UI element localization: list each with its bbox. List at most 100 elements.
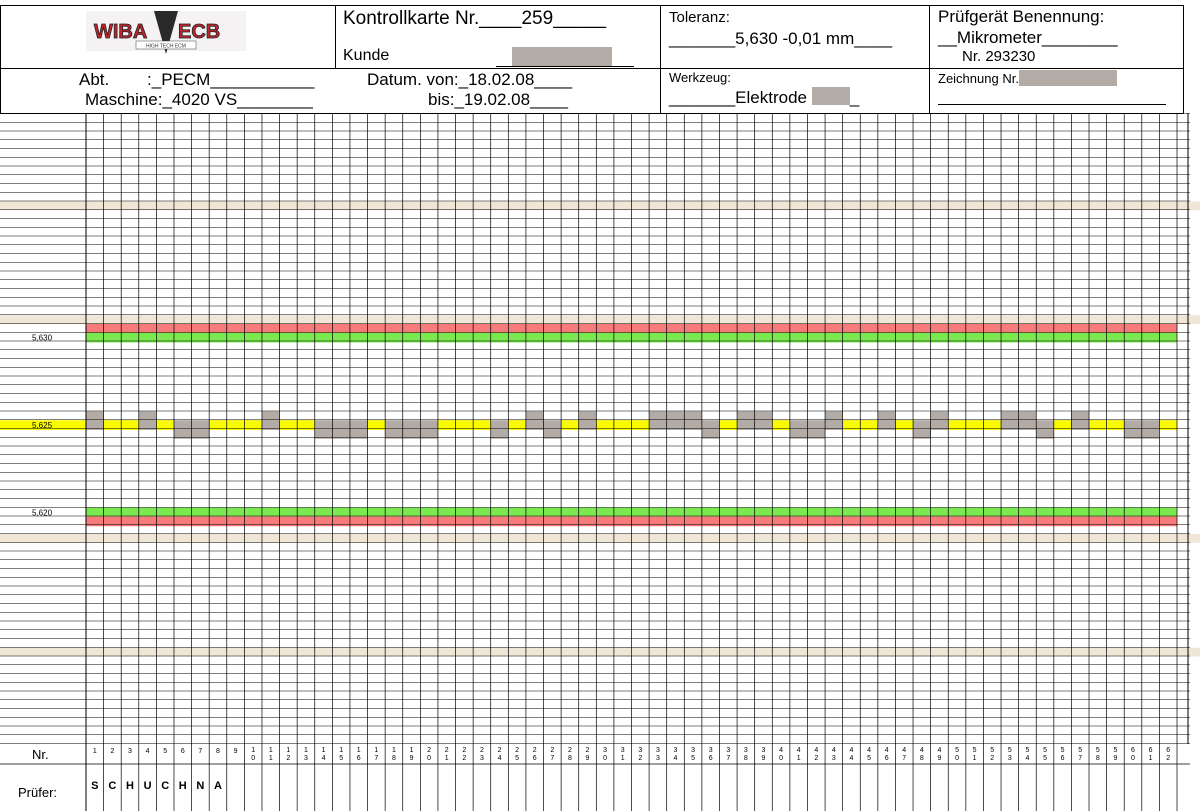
column-number-50: 5 (955, 747, 959, 754)
pruefer-letter: U (144, 780, 152, 792)
data-point-43 (825, 411, 843, 422)
pruefer-letter: C (108, 780, 116, 792)
pruefgeraet-name: __Mikrometer________ (938, 28, 1118, 47)
column-number-15: 1 (339, 747, 343, 754)
column-number-51: 5 (973, 747, 977, 754)
data-point-58 (1089, 420, 1107, 430)
data-point-11 (261, 411, 280, 422)
data-point-1 (86, 411, 104, 422)
data-point-20 (420, 429, 438, 439)
pruefer-label: Prüfer: (18, 785, 57, 800)
pruefer-letter: N (196, 780, 204, 792)
column-number-44: 4 (850, 755, 854, 762)
column-number-41: 1 (797, 755, 801, 762)
column-number-14: 4 (322, 755, 326, 762)
column-number-28: 2 (568, 747, 572, 754)
data-point-38 (737, 411, 755, 422)
column-number-11: 1 (269, 755, 273, 762)
column-number-40: 0 (779, 755, 783, 762)
column-number-47: 7 (902, 755, 906, 762)
company-logo: WIBA ECB HIGH TECH ECM (86, 11, 246, 54)
data-point-61 (1141, 429, 1160, 439)
kontrollkarte-number: Kontrollkarte Nr.____259_____ (343, 8, 607, 29)
maschine-field: Maschine:_4020 VS________ (85, 90, 313, 109)
column-number-36: 6 (709, 755, 713, 762)
column-number-61: 1 (1149, 755, 1153, 762)
nr-label: Nr. (32, 747, 49, 762)
column-number-57: 5 (1078, 747, 1082, 754)
data-point-21 (437, 420, 456, 430)
column-number-43: 3 (832, 755, 836, 762)
data-point-45 (860, 420, 878, 430)
data-point-57 (1071, 411, 1090, 422)
column-number-52: 5 (990, 747, 994, 754)
column-number-59: 5 (1113, 747, 1117, 754)
reference-band (0, 647, 1200, 657)
pruefer-letter: S (91, 780, 98, 792)
axis-label: 5,625 (32, 421, 53, 430)
column-number-49: 9 (937, 755, 941, 762)
column-number-31: 3 (621, 747, 625, 754)
column-number-31: 1 (621, 755, 625, 762)
reference-band (0, 201, 1200, 211)
zeichnung-label: Zeichnung Nr. (938, 70, 1117, 86)
data-point-7 (191, 429, 210, 439)
data-point-8 (209, 420, 227, 430)
data-point-25 (508, 420, 526, 430)
column-number-12: 1 (286, 747, 290, 754)
column-number-56: 5 (1061, 747, 1065, 754)
column-number-20: 2 (427, 747, 431, 754)
column-number-32: 3 (638, 747, 642, 754)
data-point-59 (1106, 420, 1125, 430)
column-number-11: 1 (269, 747, 273, 754)
data-point-53 (1001, 411, 1019, 422)
pruefer-letter: H (126, 780, 134, 792)
reference-band (0, 534, 1200, 543)
kunde-redacted (512, 47, 612, 67)
column-number-34: 4 (674, 755, 678, 762)
column-number-16: 1 (357, 747, 361, 754)
column-number-26: 6 (533, 755, 537, 762)
column-number-57: 7 (1078, 755, 1082, 762)
column-number-9: 9 (234, 748, 238, 755)
column-number-27: 2 (550, 747, 554, 754)
column-number-25: 5 (515, 755, 519, 762)
data-point-39 (754, 411, 773, 422)
data-point-56 (1053, 420, 1072, 430)
column-number-35: 3 (691, 747, 695, 754)
svg-text:ECB: ECB (178, 21, 220, 43)
column-number-37: 3 (726, 747, 730, 754)
column-number-54: 5 (1025, 747, 1029, 754)
zeichnung-text: Zeichnung Nr. (938, 71, 1019, 86)
column-number-40: 4 (779, 747, 783, 754)
column-number-15: 5 (339, 755, 343, 762)
column-number-60: 0 (1131, 755, 1135, 762)
data-point-49 (930, 411, 949, 422)
column-number-22: 2 (462, 747, 466, 754)
column-number-59: 9 (1113, 755, 1117, 762)
column-number-21: 1 (445, 755, 449, 762)
axis-label: 5,630 (32, 333, 53, 342)
footer-area (0, 744, 1190, 811)
column-number-13: 3 (304, 755, 308, 762)
column-number-21: 2 (445, 747, 449, 754)
data-point-2 (103, 420, 122, 430)
column-number-20: 0 (427, 755, 431, 762)
data-point-5 (156, 420, 174, 430)
pruefer-letter: H (179, 780, 187, 792)
data-point-10 (244, 420, 262, 430)
werkzeug-suffix: _ (849, 88, 860, 107)
column-number-55: 5 (1043, 747, 1047, 754)
werkzeug-redacted (811, 87, 850, 105)
column-number-58: 5 (1096, 747, 1100, 754)
column-number-2: 2 (110, 748, 114, 755)
reference-band (0, 315, 1200, 324)
pruefer-letter: A (214, 780, 222, 792)
data-point-51 (965, 420, 984, 430)
data-point-16 (349, 429, 368, 439)
data-point-13 (297, 420, 315, 430)
column-number-5: 5 (163, 748, 167, 755)
data-point-23 (473, 420, 491, 430)
column-number-8: 8 (216, 748, 220, 755)
